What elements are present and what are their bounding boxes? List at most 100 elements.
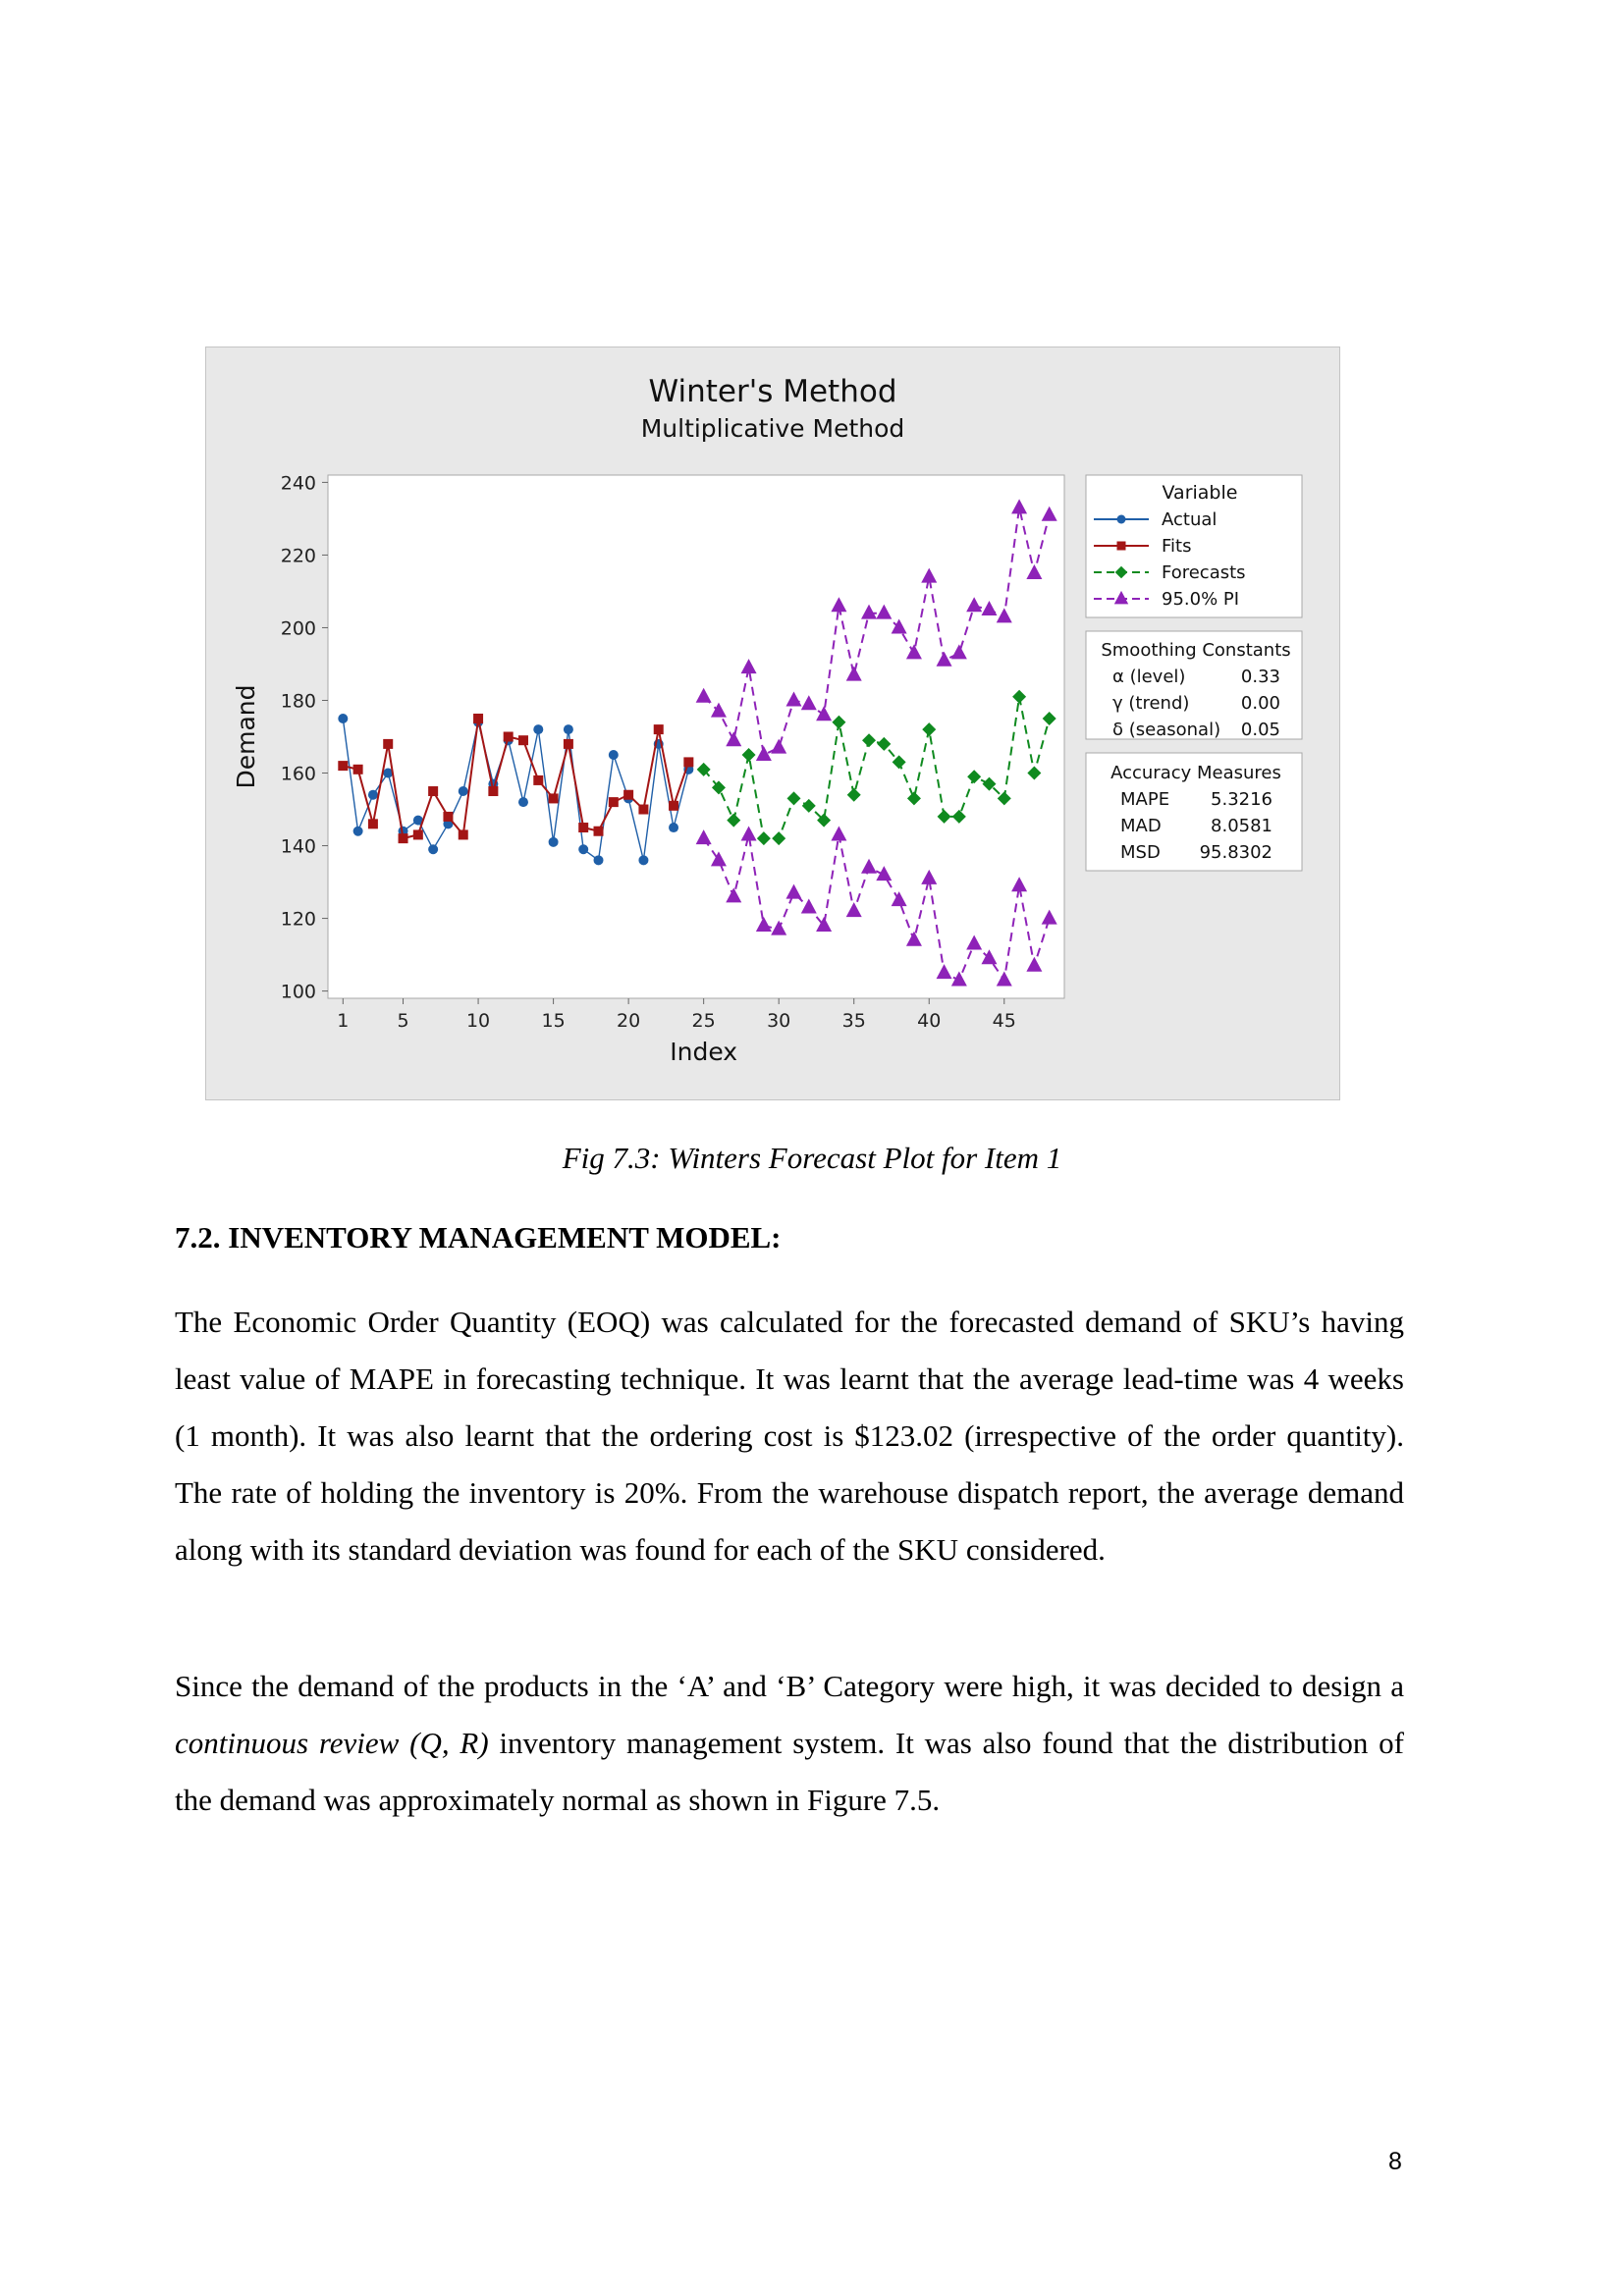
- point-fits: [638, 804, 649, 815]
- x-tick-label: 40: [917, 1010, 941, 1032]
- legend-label-95-0-pi: 95.0% PI: [1162, 589, 1239, 610]
- legend-title: Variable: [1163, 482, 1238, 504]
- point-fits: [473, 713, 484, 723]
- x-tick-label: 5: [397, 1010, 408, 1032]
- smoothing-constants-box: [1085, 630, 1303, 740]
- point-95-0-pi-lower: [726, 887, 742, 903]
- point-fits: [503, 731, 514, 742]
- point-fits: [669, 800, 679, 811]
- point-95-0-pi-lower: [996, 971, 1012, 987]
- point-95-0-pi-lower: [740, 826, 757, 841]
- winters-forecast-chart: Winter's Method Multiplicative Method 100 1…: [232, 374, 1303, 1066]
- point-95-0-pi: [1011, 499, 1028, 514]
- point-95-0-pi: [785, 691, 802, 707]
- smoothing-value: 0.33: [1241, 667, 1280, 687]
- accuracy-value: 8.0581: [1211, 816, 1272, 836]
- accuracy-measures-box: [1085, 752, 1303, 872]
- point-95-0-pi: [800, 695, 817, 711]
- point-95-0-pi: [695, 687, 712, 703]
- point-forecasts: [756, 831, 771, 846]
- point-forecasts: [997, 791, 1011, 806]
- accuracy-title: Accuracy Measures: [1110, 763, 1281, 783]
- point-fits: [338, 761, 349, 772]
- legend-label-actual: Actual: [1162, 509, 1217, 530]
- point-95-0-pi-lower: [905, 931, 922, 946]
- point-actual: [593, 855, 604, 866]
- x-tick-label: 25: [692, 1010, 716, 1032]
- point-actual: [412, 815, 423, 826]
- point-fits: [623, 789, 634, 800]
- accuracy-label: MSD: [1120, 842, 1161, 863]
- plot-area: [327, 474, 1065, 999]
- point-95-0-pi-lower: [891, 891, 907, 907]
- accuracy-label: MAD: [1120, 816, 1162, 836]
- page-number: 8: [1388, 2148, 1402, 2175]
- point-actual: [383, 768, 394, 778]
- series-line-95-0-pi-lower: [702, 834, 1051, 984]
- x-tick-label: 10: [466, 1010, 490, 1032]
- paragraph-review-system: Since the demand of the products in the …: [175, 1658, 1404, 1829]
- y-tick-label: 140: [281, 836, 316, 858]
- point-95-0-pi: [831, 597, 847, 613]
- legend-marker-actual: [1116, 514, 1126, 524]
- point-95-0-pi: [891, 618, 907, 634]
- x-tick-label: 45: [993, 1010, 1016, 1032]
- point-fits: [517, 735, 528, 746]
- point-fits: [367, 819, 378, 829]
- point-forecasts: [801, 798, 816, 813]
- smoothing-label: γ (trend): [1112, 693, 1189, 714]
- point-forecasts: [951, 809, 966, 824]
- point-actual: [608, 750, 619, 761]
- point-fits: [458, 829, 468, 840]
- point-95-0-pi: [710, 702, 727, 718]
- legend-marker-95-0-pi: [1113, 590, 1129, 605]
- paragraph-text: inventory management system. It was also…: [175, 1726, 1404, 1817]
- point-fits: [412, 829, 423, 840]
- point-forecasts: [982, 776, 997, 791]
- point-fits: [443, 811, 454, 822]
- point-forecasts: [832, 715, 846, 729]
- point-95-0-pi: [936, 651, 952, 667]
- point-forecasts: [817, 813, 832, 828]
- legend-label-fits: Fits: [1162, 536, 1191, 557]
- point-forecasts: [1027, 766, 1042, 780]
- point-forecasts: [711, 780, 726, 795]
- point-fits: [488, 786, 499, 797]
- point-95-0-pi: [755, 746, 772, 762]
- figure-caption: Fig 7.3: Winters Forecast Plot for Item …: [562, 1141, 1062, 1175]
- point-fits: [428, 786, 439, 797]
- legend-marker-forecasts: [1114, 565, 1128, 579]
- point-95-0-pi: [740, 659, 757, 674]
- legend-label-forecasts: Forecasts: [1162, 562, 1246, 583]
- point-forecasts: [922, 722, 937, 737]
- point-forecasts: [741, 748, 756, 763]
- point-forecasts: [906, 791, 921, 806]
- chart-panel: Winter's Method Multiplicative Method 100 1…: [205, 347, 1340, 1100]
- chart-subtitle: Multiplicative Method: [641, 414, 905, 443]
- point-actual: [428, 844, 439, 855]
- smoothing-title: Smoothing Constants: [1101, 640, 1290, 661]
- point-forecasts: [877, 736, 892, 751]
- point-actual: [638, 855, 649, 866]
- point-fits: [653, 724, 664, 735]
- point-actual: [578, 844, 589, 855]
- point-forecasts: [772, 831, 786, 846]
- legend-marker-fits: [1116, 541, 1126, 551]
- point-95-0-pi: [905, 644, 922, 660]
- point-actual: [669, 823, 679, 833]
- point-fits: [608, 797, 619, 808]
- point-95-0-pi-lower: [1026, 956, 1043, 972]
- point-95-0-pi-lower: [921, 869, 938, 884]
- point-95-0-pi: [876, 604, 893, 619]
- point-95-0-pi-lower: [981, 949, 998, 965]
- point-actual: [338, 713, 349, 723]
- point-forecasts: [727, 813, 741, 828]
- point-forecasts: [967, 770, 982, 784]
- point-forecasts: [696, 762, 711, 776]
- chart-title: Winter's Method: [649, 374, 897, 409]
- x-axis-label: Index: [670, 1038, 737, 1066]
- point-fits: [383, 738, 394, 749]
- x-tick-label: 30: [767, 1010, 790, 1032]
- point-95-0-pi-lower: [936, 964, 952, 980]
- point-95-0-pi: [921, 567, 938, 583]
